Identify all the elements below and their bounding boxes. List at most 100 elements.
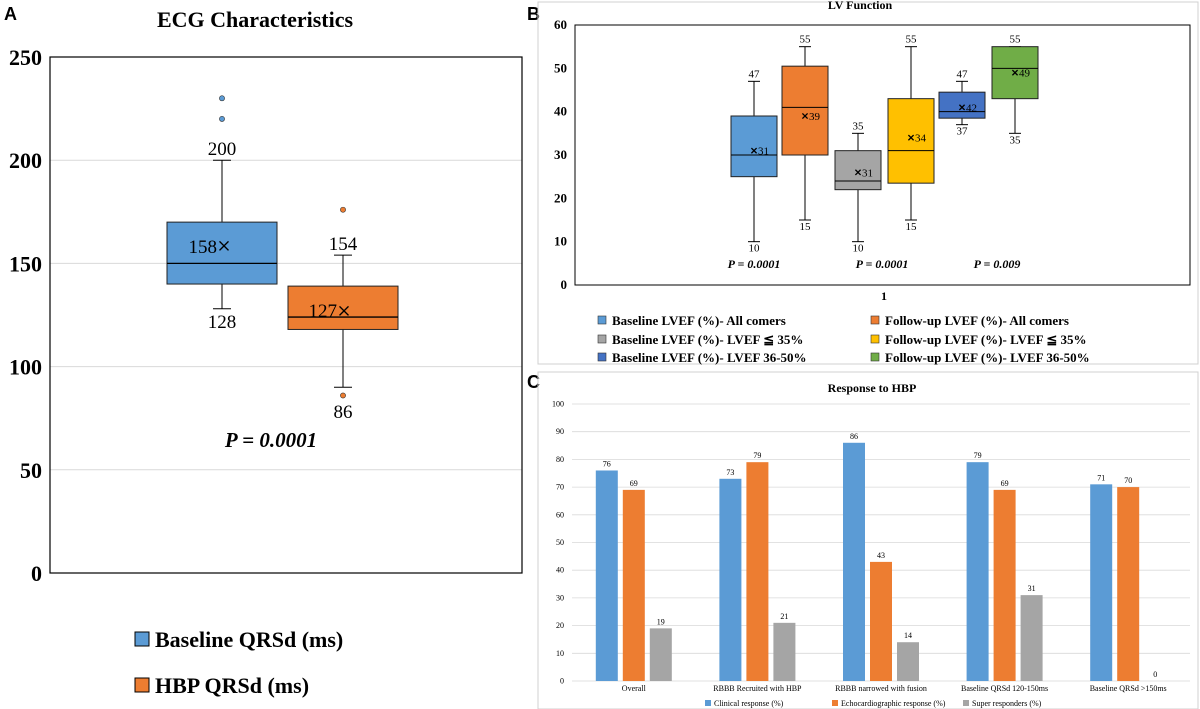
b-box-0-mean-marker xyxy=(750,147,758,154)
b-box-4-min-label: 37 xyxy=(957,126,969,138)
b-box-4-mean-label: 42 xyxy=(966,102,977,114)
chart-c-ytick-2: 20 xyxy=(556,621,564,630)
bar-c-2-2 xyxy=(897,642,919,681)
b-box-2-iqr xyxy=(834,150,882,191)
legend-b-swatch-2 xyxy=(870,315,880,325)
legend-b-swatch-4 xyxy=(870,334,880,344)
chart-a-ytick-4: 200 xyxy=(9,148,42,173)
bar-c-label-2-2: 14 xyxy=(904,631,912,640)
a-box-1-outlier-0 xyxy=(340,206,346,213)
b-box-5-mean-label: 49 xyxy=(1019,68,1031,80)
chart-c-ytick-1: 10 xyxy=(556,649,564,658)
bar-c-label-1-0: 73 xyxy=(726,468,734,477)
b-box-5-mean-marker xyxy=(1011,69,1019,76)
legend-c-swatch-clinical xyxy=(705,700,711,706)
bar-c-label-4-1: 70 xyxy=(1124,476,1132,485)
a-box-1-mean-label: 127 xyxy=(309,301,338,322)
chart-b-title: LV Function xyxy=(828,0,893,12)
chart-b-y-axis: 0 10 20 30 40 50 60 xyxy=(554,17,567,292)
chart-b-plot-frame xyxy=(574,24,1191,286)
bar-c-label-3-1: 69 xyxy=(1001,479,1009,488)
a-box-1-min-label: 86 xyxy=(334,402,353,423)
bar-c-label-3-0: 79 xyxy=(974,451,982,460)
bar-c-label-2-1: 43 xyxy=(877,551,885,560)
chart-b-ytick-4: 40 xyxy=(554,104,567,119)
a-box-0-mean-label: 158 xyxy=(189,237,218,258)
chart-c-ytick-0: 0 xyxy=(560,677,564,686)
chart-c-ytick-6: 60 xyxy=(556,510,564,519)
bar-c-0-0 xyxy=(595,470,618,681)
legend-b-label-6: Follow-up LVEF (%)- LVEF 36-50% xyxy=(885,350,1090,365)
b-box-0-iqr xyxy=(730,115,778,178)
b-box-5-iqr xyxy=(991,46,1039,100)
b-box-1-max-label: 55 xyxy=(800,34,812,46)
b-box-3-min-label: 15 xyxy=(906,221,918,233)
chart-a-y-axis: 0 50 100 150 200 250 xyxy=(9,45,42,586)
chart-a-legend: Baseline QRSd (ms) HBP QRSd (ms) xyxy=(134,627,343,698)
b-box-1-min-label: 15 xyxy=(800,221,812,233)
legend-b-label-4: Follow-up LVEF (%)- LVEF ≦ 35% xyxy=(885,332,1086,347)
chart-b-ytick-2: 20 xyxy=(554,190,567,205)
bar-c-3-0 xyxy=(966,462,989,681)
chart-c-border xyxy=(537,371,1199,709)
a-box-1-iqr xyxy=(287,285,399,330)
b-box-0-mean-label: 31 xyxy=(758,146,769,158)
b-box-2-mean-label: 31 xyxy=(862,167,873,179)
chart-c-gridlines: 0 10 20 30 40 50 60 70 80 90 100 xyxy=(552,400,1190,686)
b-box-1-mean-label: 39 xyxy=(809,111,821,123)
a-box-1-max-label: 154 xyxy=(329,234,358,255)
chart-c-category-label-3: Baseline QRSd 120-150ms xyxy=(961,684,1048,693)
legend-c-swatch-echo xyxy=(832,700,838,706)
legend-b-swatch-3 xyxy=(597,334,607,344)
b-box-0-max-label: 47 xyxy=(749,68,761,80)
b-box-3-max-label: 55 xyxy=(906,34,918,46)
b-box-5-max-label: 55 xyxy=(1010,34,1022,46)
chart-a-title: ECG Characteristics xyxy=(157,7,354,32)
bar-c-label-4-0: 71 xyxy=(1097,473,1105,482)
panel-label-a: A xyxy=(4,4,17,24)
b-box-5-min-label: 35 xyxy=(1010,134,1022,146)
chart-b-ytick-5: 50 xyxy=(554,60,567,75)
legend-c-label-echo: Echocardiographic response (%) xyxy=(841,699,946,708)
bar-c-label-0-0: 76 xyxy=(603,459,611,468)
a-box-0-mean-marker xyxy=(219,240,229,251)
bar-c-label-4-2: 0 xyxy=(1153,670,1157,679)
legend-b-swatch-1 xyxy=(597,315,607,325)
chart-c-category-label-0: Overall xyxy=(622,684,647,693)
a-box-1-mean-marker xyxy=(339,305,349,316)
chart-a-ytick-2: 100 xyxy=(9,355,42,380)
chart-c-category-label-4: Baseline QRSd >150ms xyxy=(1090,684,1167,693)
b-box-4-max-label: 47 xyxy=(957,68,969,80)
chart-c-bars: Overall 76 69 19 RBBB Recruited with HBP 73 79… xyxy=(595,432,1167,693)
bar-c-label-2-0: 86 xyxy=(850,432,858,441)
chart-b-x-label: 1 xyxy=(881,289,887,303)
bar-c-3-1 xyxy=(993,489,1016,681)
bar-c-2-1 xyxy=(870,561,892,681)
bar-c-1-0 xyxy=(719,478,742,681)
bar-c-0-1 xyxy=(622,489,645,681)
legend-c-swatch-super xyxy=(963,700,969,706)
legend-a-label-hbp: HBP QRSd (ms) xyxy=(155,673,309,698)
chart-b-ytick-1: 10 xyxy=(554,234,567,249)
bar-c-label-0-2: 19 xyxy=(657,617,665,626)
a-box-0-max-label: 200 xyxy=(208,139,237,160)
legend-b-label-5: Baseline LVEF (%)- LVEF 36-50% xyxy=(612,350,807,365)
chart-a-p-value: P = 0.0001 xyxy=(224,428,317,452)
b-box-2-max-label: 35 xyxy=(853,120,865,132)
b-box-1-iqr xyxy=(781,65,829,156)
a-box-0-min-label: 128 xyxy=(208,312,237,333)
bar-c-label-3-2: 31 xyxy=(1028,584,1036,593)
chart-b-border xyxy=(537,1,1199,365)
chart-c: Response to HBP 0 10 20 30 40 50 60 70 80 90 100 O… xyxy=(537,371,1199,709)
chart-c-ytick-4: 40 xyxy=(556,566,564,575)
legend-b-swatch-5 xyxy=(597,352,607,362)
legend-c-label-clinical: Clinical response (%) xyxy=(714,699,784,708)
bar-c-4-0 xyxy=(1090,484,1113,681)
chart-c-ytick-3: 30 xyxy=(556,593,564,602)
a-box-0-outlier-0 xyxy=(219,116,225,122)
chart-a-ytick-0: 0 xyxy=(31,561,42,586)
b-box-3-mean-label: 34 xyxy=(915,133,927,145)
bar-c-label-0-1: 69 xyxy=(630,479,638,488)
bar-c-1-2 xyxy=(773,622,796,681)
